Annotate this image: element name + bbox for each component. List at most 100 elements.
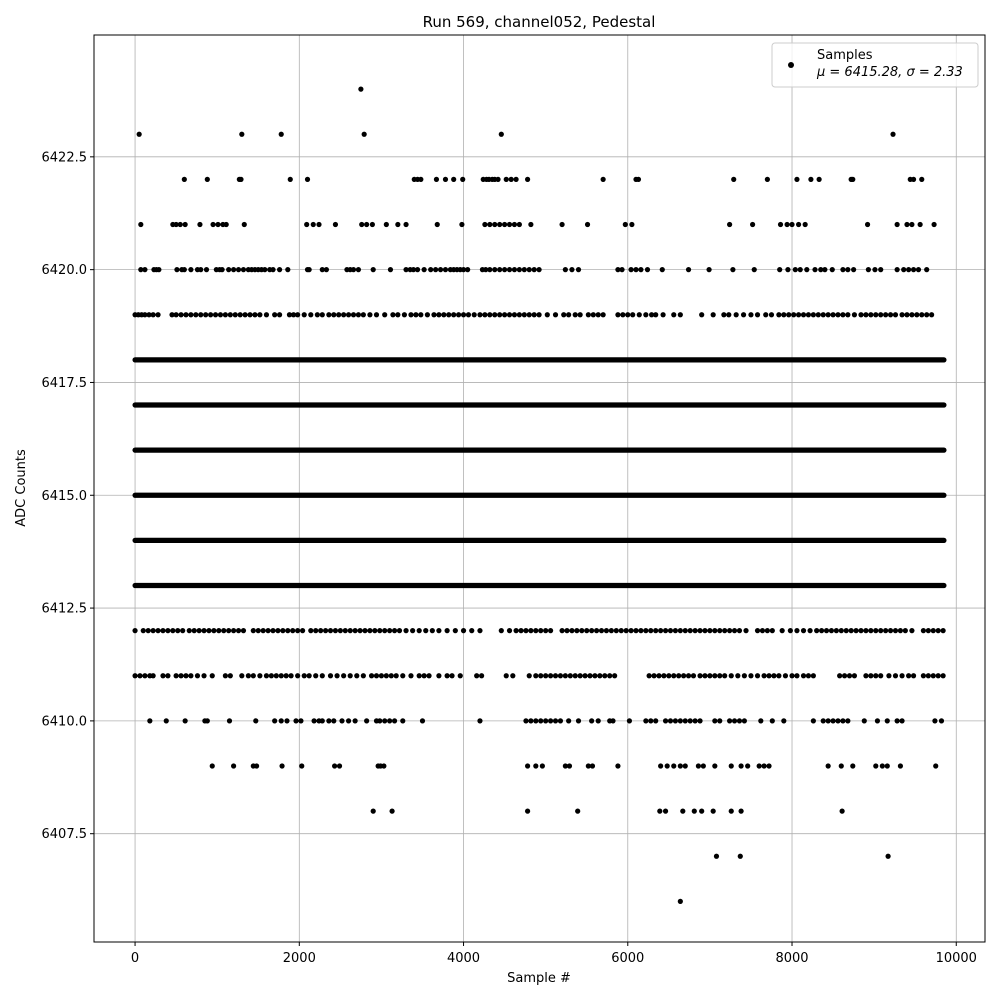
data-point: [465, 267, 471, 273]
data-point: [332, 763, 338, 769]
data-point: [506, 221, 513, 228]
data-point: [169, 312, 175, 318]
data-point: [331, 718, 337, 724]
data-point: [685, 267, 692, 273]
data-point: [868, 628, 874, 634]
data-point: [319, 312, 325, 318]
data-point: [322, 628, 329, 634]
data-point: [685, 673, 692, 679]
data-point: [173, 673, 179, 679]
data-point: [245, 673, 251, 679]
data-point: [751, 267, 757, 273]
data-point: [452, 628, 458, 634]
data-point: [846, 673, 853, 679]
data-point: [155, 628, 161, 634]
data-point: [155, 312, 161, 318]
data-point: [602, 673, 608, 679]
data-point: [897, 628, 904, 634]
data-point: [140, 628, 146, 634]
data-point: [381, 763, 387, 769]
data-point: [528, 221, 534, 228]
data-point: [613, 628, 619, 634]
data-point: [482, 312, 488, 318]
data-point: [589, 718, 595, 724]
data-point: [702, 628, 708, 634]
data-point: [132, 673, 138, 679]
data-point: [219, 267, 225, 273]
data-point: [521, 267, 527, 273]
data-point: [416, 673, 422, 679]
data-point: [690, 673, 697, 679]
data-point: [373, 673, 380, 679]
data-point: [721, 312, 727, 318]
data-point: [671, 673, 677, 679]
data-point: [874, 718, 881, 724]
data-point: [722, 673, 728, 679]
data-point: [853, 628, 859, 634]
data-point: [656, 673, 662, 679]
y-axis: 6407.5 6410.0 6412.5 6415.0 6417.5 6420.0 6422…: [42, 150, 94, 842]
data-point: [299, 628, 306, 634]
data-point: [516, 267, 522, 273]
data-point: [326, 312, 332, 318]
data-point: [638, 267, 644, 273]
data-point: [367, 628, 373, 634]
data-point: [231, 763, 237, 769]
data-point: [750, 221, 756, 228]
data-point: [672, 628, 679, 634]
data-point: [643, 718, 649, 724]
data-point: [722, 628, 728, 634]
data-point: [938, 718, 945, 724]
data-point: [142, 267, 148, 273]
data-point: [699, 312, 705, 318]
data-point: [437, 267, 444, 273]
data-point: [223, 221, 229, 228]
data-point: [589, 628, 595, 634]
data-point: [823, 628, 830, 634]
data-point: [812, 267, 818, 273]
data-point: [456, 312, 462, 318]
data-point: [584, 628, 590, 634]
data-point: [677, 718, 683, 724]
data-point: [794, 176, 800, 182]
data-point: [186, 628, 192, 634]
data-point: [354, 673, 360, 679]
data-point: [566, 312, 572, 318]
data-point: [873, 763, 879, 769]
data-point: [137, 673, 143, 679]
data-point: [697, 628, 703, 634]
data-point: [188, 267, 194, 273]
data-point: [459, 221, 465, 228]
data-point: [513, 176, 519, 182]
data-point: [319, 267, 325, 273]
data-point: [622, 221, 628, 228]
data-point: [400, 718, 406, 724]
data-point: [919, 312, 925, 318]
data-point: [681, 673, 687, 679]
data-point: [287, 176, 293, 182]
data-point: [818, 267, 824, 273]
data-point: [653, 628, 659, 634]
data-point: [697, 718, 703, 724]
data-point: [677, 763, 683, 769]
data-point: [585, 312, 591, 318]
data-point: [920, 673, 927, 679]
data-point: [728, 808, 734, 814]
data-point: [845, 312, 851, 318]
data-point: [536, 267, 542, 273]
data-point: [677, 898, 683, 904]
data-point: [342, 628, 348, 634]
data-point: [904, 312, 910, 318]
data-point: [764, 628, 770, 634]
data-point: [779, 628, 785, 634]
data-point: [460, 176, 466, 182]
data-point: [651, 673, 657, 679]
data-point: [822, 267, 828, 273]
x-axis-label: Sample #: [507, 971, 571, 986]
data-point: [906, 267, 912, 273]
data-point: [561, 312, 567, 318]
data-point: [682, 763, 688, 769]
data-point: [270, 267, 276, 273]
data-point: [160, 628, 166, 634]
